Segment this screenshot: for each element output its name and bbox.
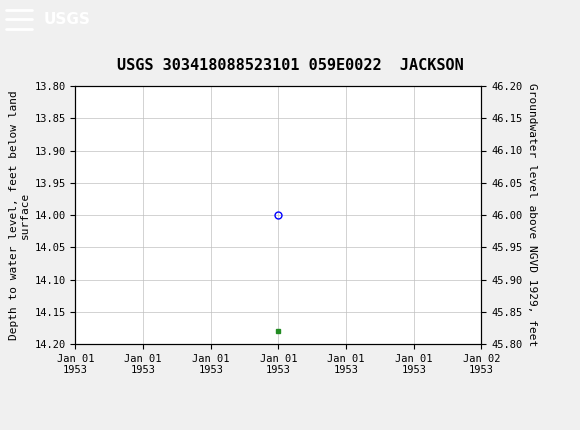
Y-axis label: Depth to water level, feet below land
surface: Depth to water level, feet below land su…: [9, 90, 30, 340]
Y-axis label: Groundwater level above NGVD 1929, feet: Groundwater level above NGVD 1929, feet: [527, 83, 536, 347]
Text: USGS 303418088523101 059E0022  JACKSON: USGS 303418088523101 059E0022 JACKSON: [117, 58, 463, 73]
Text: USGS: USGS: [44, 12, 90, 27]
